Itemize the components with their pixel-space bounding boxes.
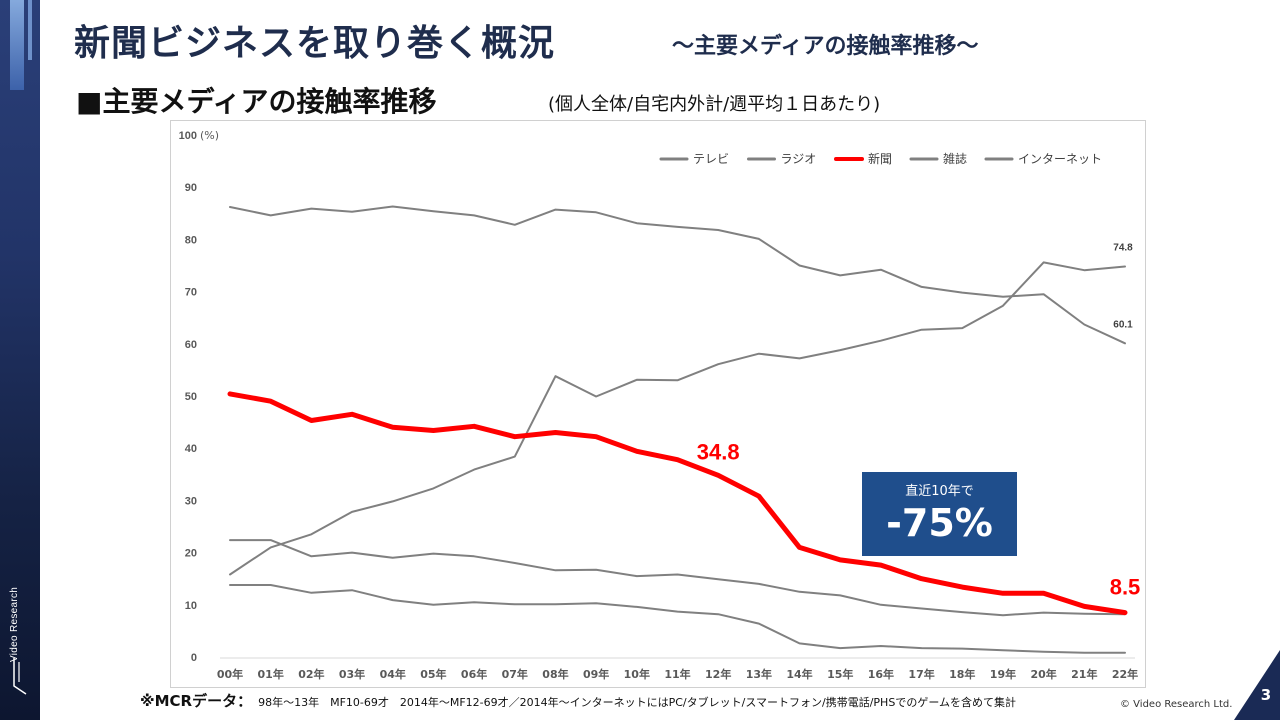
series-line-ラジオ (229, 539, 1126, 617)
section-title: ■主要メディアの接触率推移 (76, 85, 437, 118)
x-tick-label: 08年 (542, 667, 568, 681)
copyright: © Video Research Ltd. (1120, 699, 1233, 710)
y-tick-label: 90 (185, 182, 197, 194)
x-tick-label: 17年 (908, 667, 934, 681)
corner-decoration (1234, 650, 1280, 720)
data-label: 8.5 (1110, 575, 1141, 600)
x-tick-label: 15年 (827, 667, 853, 681)
sidebar-accent (10, 0, 24, 90)
x-tick-label: 05年 (420, 667, 446, 681)
y-tick-label: 50 (185, 391, 197, 403)
x-tick-label: 09年 (583, 667, 609, 681)
callout-value: -75% (886, 501, 993, 545)
sidebar-band: Video Research (0, 0, 40, 720)
y-tick-label: 100 (179, 130, 197, 142)
x-tick-label: 19年 (990, 667, 1016, 681)
x-tick-label: 00年 (217, 667, 243, 681)
legend-label: 新聞 (868, 151, 892, 166)
decline-callout: 直近10年で -75% (862, 472, 1017, 556)
series-line-新聞 (227, 391, 1128, 616)
footnote-head: ※MCRデータ： (140, 692, 253, 710)
data-label: 34.8 (697, 439, 740, 464)
sidebar-accent-thin (28, 0, 32, 60)
y-tick-label: 40 (185, 443, 197, 455)
x-tick-label: 03年 (339, 667, 365, 681)
page-title: 新聞ビジネスを取り巻く概況 (74, 23, 556, 64)
x-tick-label: 11年 (664, 667, 690, 681)
line-chart: 0 10 20 30 40 50 60 70 80 90 100 (%) 00年 01年 02年 03年 04年… (179, 129, 1141, 681)
y-tick-label: 80 (185, 234, 197, 246)
x-tick-label: 13年 (746, 667, 772, 681)
footnote: ※MCRデータ： 98年〜13年 MF10-69才 2014年〜MF12-69才／… (140, 690, 1016, 711)
callout-label: 直近10年で (905, 484, 974, 499)
x-tick-label: 06年 (461, 667, 487, 681)
series-line-雑誌 (229, 584, 1126, 654)
y-tick-label: 20 (185, 548, 197, 560)
y-tick-label: 30 (185, 495, 197, 507)
data-label: 60.1 (1113, 319, 1133, 330)
x-tick-label: 07年 (502, 667, 528, 681)
x-tick-label: 14年 (786, 667, 812, 681)
x-tick-label: 21年 (1071, 667, 1097, 681)
y-tick-label: 60 (185, 339, 197, 351)
legend-label: テレビ (693, 152, 729, 166)
page-subtitle: 〜主要メディアの接触率推移〜 (672, 34, 979, 59)
x-tick-label: 16年 (868, 667, 894, 681)
x-tick-label: 10年 (624, 667, 650, 681)
x-tick-label: 18年 (949, 667, 975, 681)
brand-logo-icon (13, 658, 27, 695)
x-tick-label: 20年 (1030, 667, 1056, 681)
y-tick-label: 10 (185, 600, 197, 612)
y-tick-label: 70 (185, 287, 197, 299)
section-note: (個人全体/自宅内外計/週平均１日あたり) (548, 94, 881, 115)
x-tick-label: 02年 (298, 667, 324, 681)
data-label: 74.8 (1113, 243, 1133, 254)
page-number: 3 (1260, 686, 1272, 704)
x-tick-label: 04年 (380, 667, 406, 681)
series-line-テレビ (229, 205, 1126, 345)
y-tick-label: 0 (191, 652, 197, 664)
chart-area: 0 10 20 30 40 50 60 70 80 90 100 (%) 00年 01年 02年 03年 04年… (170, 120, 1146, 688)
x-tick-label: 22年 (1112, 667, 1138, 681)
brand-vertical-text: Video Research (9, 586, 20, 662)
legend-label: ラジオ (781, 152, 817, 166)
series-line-インターネット (229, 261, 1126, 576)
legend-label: 雑誌 (943, 151, 967, 166)
legend-label: インターネット (1018, 152, 1102, 166)
y-unit-label: (%) (200, 129, 219, 142)
footnote-body: 98年〜13年 MF10-69才 2014年〜MF12-69才／2014年〜イン… (258, 696, 1016, 709)
x-tick-label: 12年 (705, 667, 731, 681)
x-tick-label: 01年 (258, 667, 284, 681)
